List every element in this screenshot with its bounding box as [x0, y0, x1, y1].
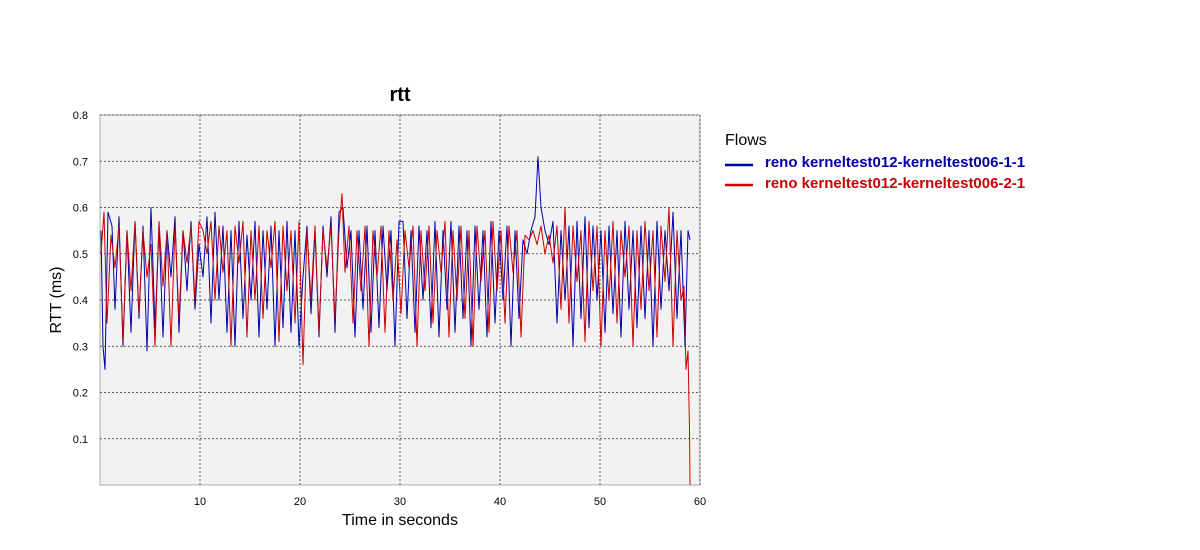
y-axis-label: RTT (ms) — [48, 267, 65, 334]
legend-entry-2: reno kerneltest012-kerneltest006-2-1 — [765, 175, 1025, 192]
y-tick-label: 0.7 — [73, 156, 88, 168]
x-tick-label: 10 — [194, 496, 206, 508]
legend: Flows reno kerneltest012-kerneltest006-1… — [725, 132, 1025, 192]
grid — [100, 114, 701, 485]
x-tick-label: 20 — [294, 496, 306, 508]
y-tick-label: 0.2 — [73, 388, 88, 400]
x-tick-label: 50 — [594, 496, 606, 508]
y-tick-label: 0.8 — [73, 110, 88, 122]
series-line-1 — [100, 156, 691, 370]
x-axis-label: Time in seconds — [342, 512, 458, 529]
chart-title: rtt — [389, 84, 410, 106]
y-tick-label: 0.1 — [73, 434, 88, 446]
legend-entry-1: reno kerneltest012-kerneltest006-1-1 — [765, 154, 1025, 171]
y-tick-label: 0.5 — [73, 249, 88, 261]
legend-title: Flows — [725, 132, 767, 149]
y-tick-label: 0.6 — [73, 203, 88, 215]
y-tick-label: 0.4 — [73, 295, 88, 307]
x-tick-label: 30 — [394, 496, 406, 508]
y-axis-ticks: 0.1 0.2 0.3 0.4 0.5 0.6 0.7 0.8 — [73, 110, 88, 446]
x-tick-label: 60 — [694, 496, 706, 508]
series-line-2 — [100, 193, 691, 486]
y-tick-label: 0.3 — [73, 341, 88, 353]
x-axis-ticks: 10 20 30 40 50 60 — [194, 496, 706, 508]
x-tick-label: 40 — [494, 496, 506, 508]
series-group — [100, 156, 691, 486]
